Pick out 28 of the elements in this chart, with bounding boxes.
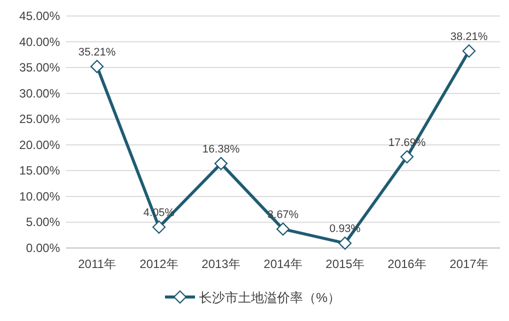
text: 16.38%	[202, 144, 240, 156]
point	[400, 150, 414, 164]
y-tick-label: 0.00%	[26, 241, 60, 255]
text: 35.21%	[78, 46, 116, 58]
x-tick-label: 2014年	[264, 257, 302, 271]
y-tick-label: 15.00%	[19, 164, 60, 178]
x-tick-label: 2012年	[140, 257, 178, 271]
point	[462, 44, 476, 58]
y-tick-label: 25.00%	[19, 112, 60, 126]
y-tick-label: 45.00%	[19, 9, 60, 23]
y-tick-label: 20.00%	[19, 138, 60, 152]
x-tick-label: 2016年	[388, 257, 426, 271]
y-tick-label: 35.00%	[19, 60, 60, 75]
point	[276, 222, 290, 236]
y-tick-label: 10.00%	[19, 189, 60, 204]
y-tick-label: 5.00%	[26, 215, 60, 230]
x-tick-label: 2013年	[202, 257, 240, 271]
point	[338, 236, 352, 250]
y-tick-label: 40.00%	[19, 34, 60, 49]
x-tick-label: 2017年	[450, 257, 488, 271]
point	[152, 220, 166, 234]
y-tick-label: 30.00%	[19, 86, 60, 100]
point	[90, 60, 104, 74]
text: 38.21%	[450, 31, 488, 44]
point	[214, 156, 228, 170]
legend-label: 长沙市土地溢价率（%）	[199, 290, 341, 305]
x-tick-label: 2015年	[326, 257, 364, 271]
x-tick-label: 2011年	[78, 257, 116, 271]
